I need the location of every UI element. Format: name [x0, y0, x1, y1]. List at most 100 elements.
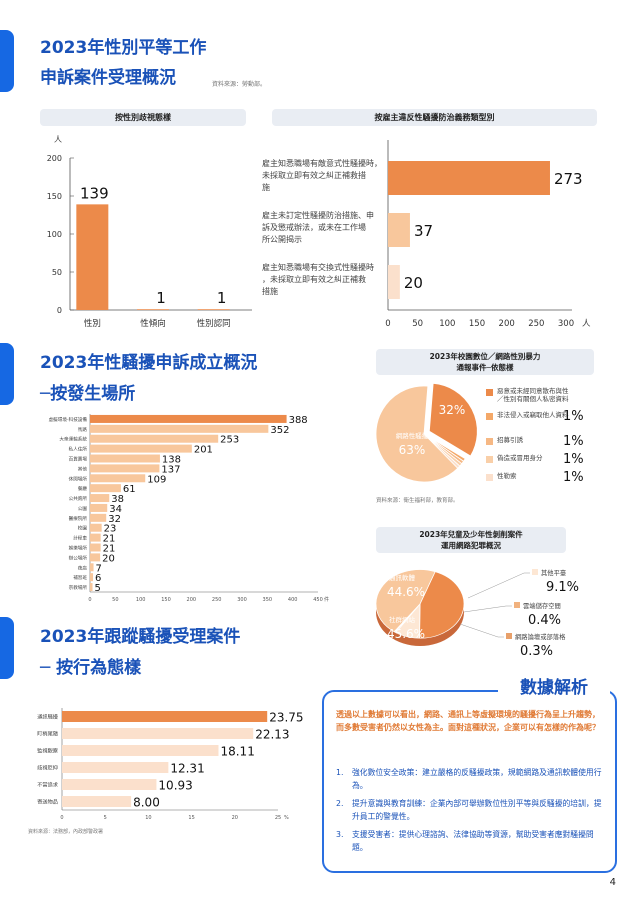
legend-value: 1% — [563, 434, 584, 449]
chart2-title: 按雇主違反性騷擾防治義務類型別 — [272, 109, 597, 126]
gender-discrimination-bar-chart: 人 0 50 100 150 200 139 性別 1 性傾向 1 性別認同 — [47, 135, 252, 329]
pie-slice-value-label: 63% — [399, 443, 426, 457]
bar-value-label: 23.75 — [269, 711, 303, 725]
x-tick-label: 200 — [187, 597, 197, 603]
bar-value-label: 34 — [109, 504, 122, 515]
bar-value-label: 1 — [217, 289, 227, 307]
bar-value-label: 138 — [162, 455, 181, 466]
bar-value-label: 10.93 — [158, 779, 192, 793]
bar — [62, 711, 268, 722]
pie1-title-line1: 2023年校園數位／網路性別暴力 — [429, 352, 541, 361]
analysis-title: 數據解析 — [498, 674, 610, 702]
x-tick-label: 100 — [136, 597, 146, 603]
bar-value-label: 18.11 — [220, 745, 254, 759]
legend-swatch — [506, 633, 512, 639]
bar-value-label: 6 — [95, 573, 101, 584]
pie1-legend-item: 性勒索 — [486, 472, 570, 481]
x-tick-label: 5 — [104, 815, 107, 821]
y-tick-label: 馬路 — [78, 426, 88, 433]
x-tick-label: 150 — [161, 597, 171, 603]
bar-value-label: 32 — [108, 514, 121, 525]
bar — [197, 309, 230, 310]
bar-value-label: 5 — [95, 583, 101, 594]
pie-slice — [428, 382, 478, 457]
analysis-item-1: 1. 強化數位安全政策：建立嚴格的反騷擾政策，規範網路及通訊軟體使用行為。 — [336, 766, 606, 793]
bar-value-label: 23 — [104, 524, 117, 535]
x-axis-unit: % — [284, 815, 289, 821]
analysis-box — [322, 690, 617, 873]
bar-value-label: 273 — [554, 170, 583, 188]
x-tick-label: 50 — [112, 597, 118, 603]
legend-label: 非法侵入或竊取他人資料 — [497, 411, 569, 419]
leader-line — [459, 623, 504, 638]
x-axis-unit: 人 — [582, 319, 591, 329]
pie-slice-value-label: 44.6% — [387, 585, 425, 599]
bar-value-label: 37 — [414, 222, 433, 240]
legend-swatch — [514, 602, 520, 608]
campus-digital-violence-pie: 32% 網路性騷擾 63% — [375, 382, 478, 483]
legend-swatch — [486, 413, 493, 420]
y-tick-label: 公園 — [78, 506, 88, 512]
bar-value-label: 21 — [103, 534, 116, 545]
bar — [90, 503, 108, 512]
pie-slice-label: 其他平臺 — [541, 568, 566, 577]
bar-value-label: 201 — [194, 445, 213, 456]
section1-source: 資料來源：勞動部。 — [212, 81, 267, 88]
y-tick-label: 補習班 — [73, 574, 87, 581]
legend-value: 1% — [563, 470, 584, 485]
bar — [90, 474, 146, 483]
bar — [388, 265, 400, 299]
bar — [90, 424, 269, 433]
bar-value-label: 38 — [111, 494, 124, 505]
pie1-title-box: 2023年校園數位／網路性別暴力 通報事件─依態樣 — [376, 349, 594, 375]
pie1-legend-item: 惡意或未經同意散布與性／性別有關個人私密資料 — [486, 387, 570, 404]
bar — [90, 563, 94, 572]
y-tick-label: 200 — [47, 154, 62, 163]
pie-slice-label: 網路論壇或部落格 — [515, 632, 566, 641]
bar — [90, 414, 287, 423]
y-tick-label: 宗教場所 — [69, 584, 88, 591]
y-tick-label: 娛樂場所 — [69, 545, 88, 552]
y-tick-label: 雇主知悉職場有敵意式性騷擾時，未採取立即有效之糾正補救措施 — [262, 158, 382, 192]
bar — [62, 745, 219, 756]
x-tick-label: 0 — [88, 597, 91, 603]
pie1-legend-item: 偽造或冒用身分 — [486, 454, 570, 463]
legend-label: 惡意或未經同意散布與性／性別有關個人私密資料 — [497, 387, 569, 403]
stalking-behavior-bar-chart: 0 5 10 15 20 25 % 通訊騷擾 23.75 盯梢尾隨 22.13 監視觀察 18.11 歧視… — [37, 708, 304, 821]
x-tick-label: 15 — [188, 815, 194, 821]
leader-line — [463, 605, 512, 613]
pie1-legend-item: 招募引誘 — [486, 436, 570, 445]
pie-slice-value-label: 45.6% — [387, 627, 425, 641]
pie-slice — [375, 569, 436, 633]
analysis-item-text: 提升意識與教育訓練：企業內部可舉辦數位性別平等與反騷擾的培訓，提升員工的警覺性。 — [352, 799, 602, 822]
pie-slice — [375, 385, 459, 483]
bar-value-label: 139 — [80, 184, 109, 202]
employer-violation-bar-chart: 0 50 100 150 200 250 300 人 273 雇主知悉職場有敵意式性騷擾時，未採取… — [262, 140, 591, 329]
bar — [388, 161, 550, 195]
bar-value-label: 1 — [156, 289, 166, 307]
section3-source: 資料來源：法務部，內政部警政署 — [28, 829, 104, 835]
section2-title-line2: ─按發生場所 — [40, 384, 136, 404]
bar — [62, 728, 254, 739]
pie2-title-line2: 運用網路犯罪概況 — [441, 541, 501, 550]
pie-slice-value-label: 9.1% — [546, 580, 579, 595]
y-tick-label: 歧視貶抑 — [37, 764, 58, 772]
y-tick-label: 寄送物品 — [37, 798, 58, 806]
x-tick-label: 性別認同 — [197, 318, 231, 329]
bar-value-label: 137 — [161, 464, 180, 475]
pie2-title-line1: 2023年兒童及少年性剝削案件 — [419, 530, 523, 539]
y-tick-label: 私人住所 — [69, 446, 88, 453]
bar-value-label: 109 — [147, 474, 166, 485]
y-tick-label: 虛擬環境-科技設備 — [49, 416, 88, 423]
legend-value: 1% — [563, 452, 584, 467]
legend-label: 招募引誘 — [497, 436, 523, 444]
x-tick-label: 450 — [313, 597, 323, 603]
x-tick-label: 25 — [275, 815, 281, 821]
y-tick-label: 辦公場所 — [69, 554, 88, 561]
bar — [90, 434, 219, 443]
pie-slice-label: 社群網站 — [389, 615, 416, 624]
pie-slice-value-label: 0.3% — [520, 644, 553, 659]
section2-accent-bar — [0, 343, 14, 405]
x-tick-label: 性傾向 — [140, 318, 166, 329]
bar — [62, 779, 157, 790]
